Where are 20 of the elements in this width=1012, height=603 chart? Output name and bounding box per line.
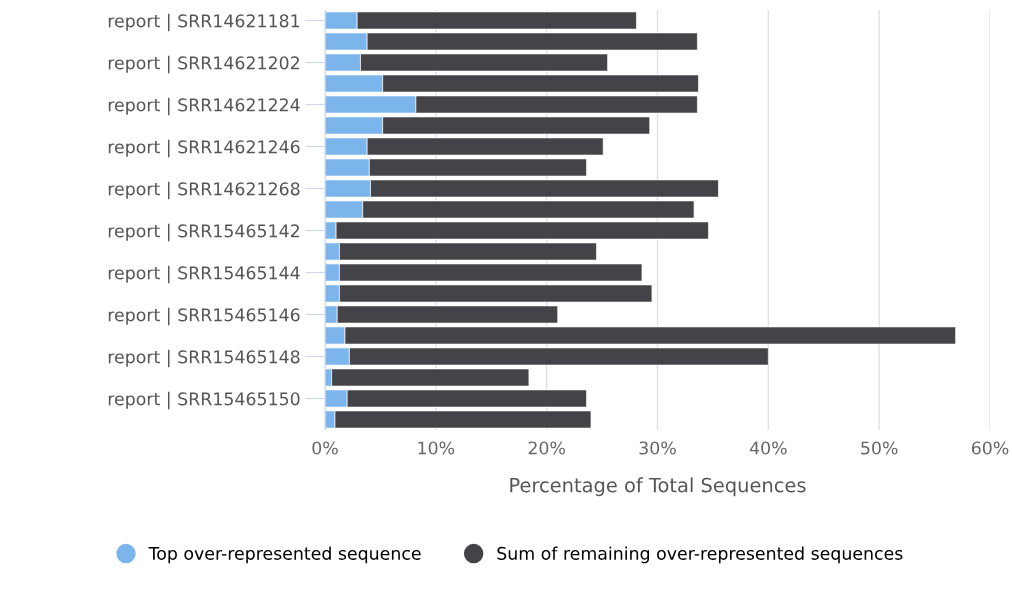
y-tick-label: report | SRR15465150 [108, 391, 300, 410]
legend-label: Top over-represented sequence [148, 546, 421, 564]
x-tick-label: 40% [749, 441, 787, 455]
x-tick-label: 30% [639, 441, 676, 455]
y-tick-label: report | SRR15465146 [108, 307, 300, 326]
x-tick-label: 20% [528, 441, 565, 455]
y-tick-label: report | SRR14621181 [108, 13, 300, 32]
y-tick-label: report | SRR14621246 [108, 139, 300, 158]
y-tick-label: report | SRR14621202 [108, 55, 299, 74]
x-axis-title: Percentage of Total Sequences [510, 477, 806, 497]
y-tick-label: report | SRR15465142 [108, 223, 299, 242]
y-tick-label: report | SRR14621268 [108, 181, 300, 200]
y-tick-label: report | SRR14621224 [108, 97, 300, 116]
x-tick-label: 50% [861, 441, 898, 455]
x-tick-label: 10% [418, 441, 455, 455]
legend-label: Sum of remaining over-represented sequences [497, 546, 903, 564]
y-tick-label: report | SRR15465144 [108, 265, 300, 284]
y-tick-label: report | SRR15465148 [108, 349, 300, 368]
x-tick-label: 60% [971, 441, 1009, 455]
x-tick-label: 0% [312, 441, 338, 455]
